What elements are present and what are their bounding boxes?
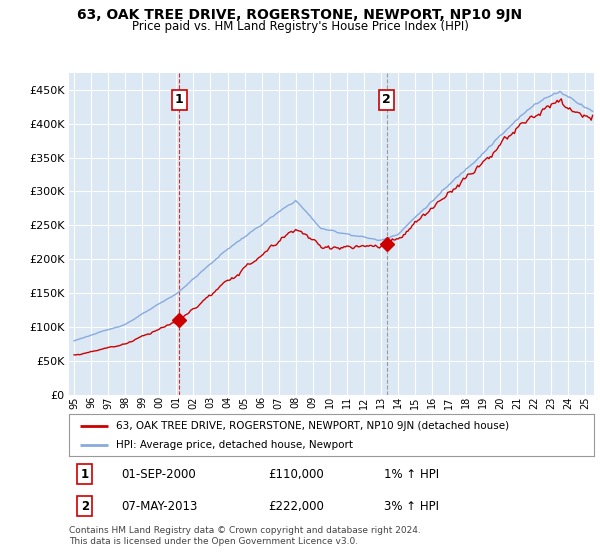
Text: 3% ↑ HPI: 3% ↑ HPI [384, 500, 439, 513]
Text: HPI: Average price, detached house, Newport: HPI: Average price, detached house, Newp… [116, 440, 353, 450]
Text: Contains HM Land Registry data © Crown copyright and database right 2024.
This d: Contains HM Land Registry data © Crown c… [69, 526, 421, 546]
Text: 1% ↑ HPI: 1% ↑ HPI [384, 468, 439, 480]
Text: Price paid vs. HM Land Registry's House Price Index (HPI): Price paid vs. HM Land Registry's House … [131, 20, 469, 33]
Text: 1: 1 [80, 468, 89, 480]
Text: £222,000: £222,000 [269, 500, 325, 513]
Text: 07-MAY-2013: 07-MAY-2013 [121, 500, 198, 513]
Text: 2: 2 [80, 500, 89, 513]
Text: £110,000: £110,000 [269, 468, 324, 480]
Text: 1: 1 [175, 94, 184, 106]
Text: 2: 2 [382, 94, 391, 106]
Text: 63, OAK TREE DRIVE, ROGERSTONE, NEWPORT, NP10 9JN (detached house): 63, OAK TREE DRIVE, ROGERSTONE, NEWPORT,… [116, 421, 509, 431]
Text: 63, OAK TREE DRIVE, ROGERSTONE, NEWPORT, NP10 9JN: 63, OAK TREE DRIVE, ROGERSTONE, NEWPORT,… [77, 8, 523, 22]
Text: 01-SEP-2000: 01-SEP-2000 [121, 468, 196, 480]
